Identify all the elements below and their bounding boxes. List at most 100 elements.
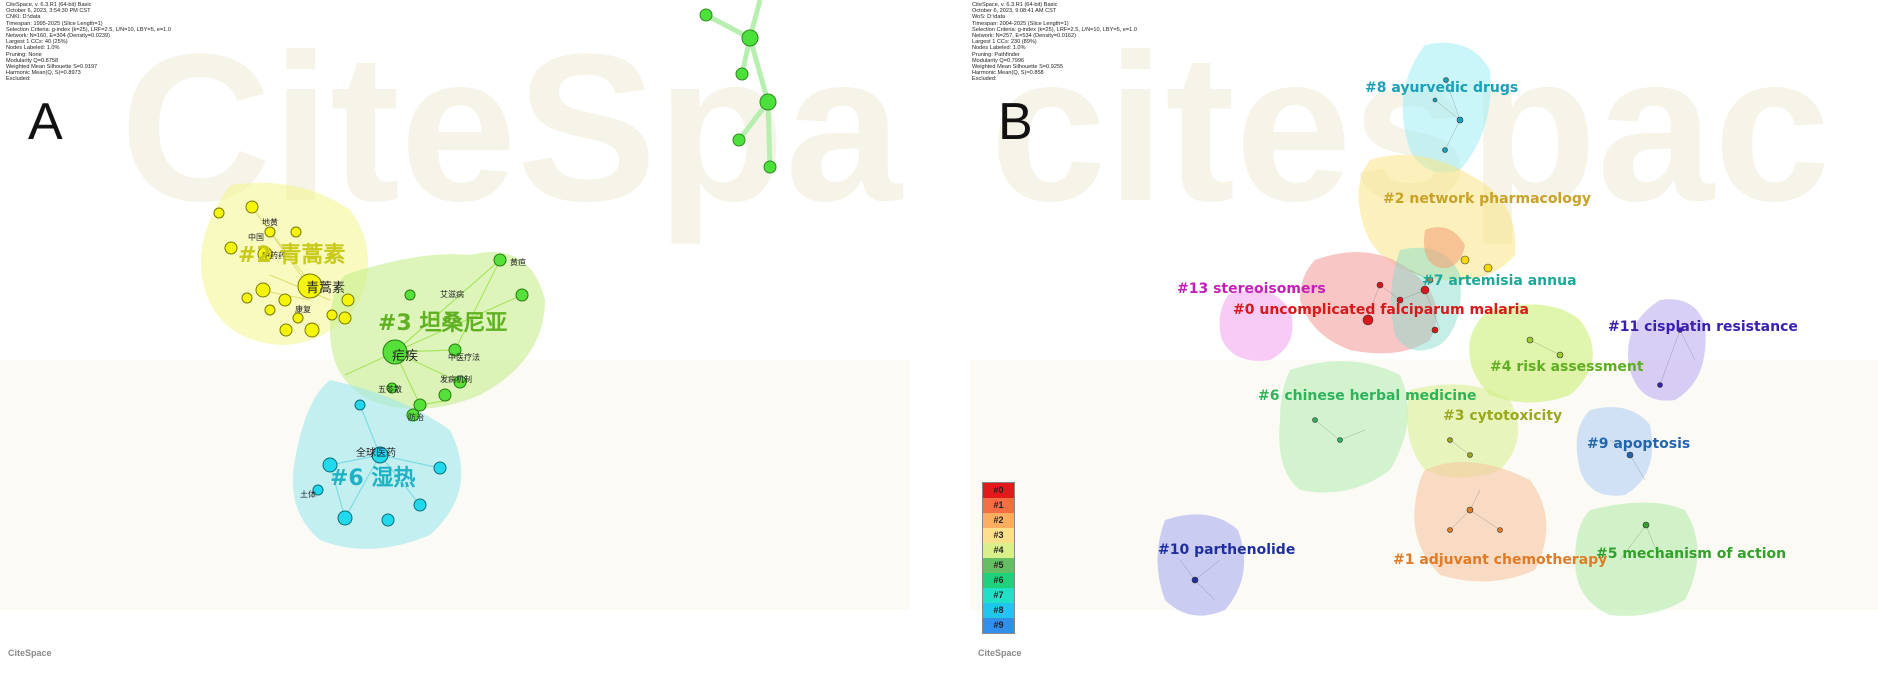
node-label: 全球医药 xyxy=(356,446,396,459)
graph-node xyxy=(257,246,273,262)
graph-node xyxy=(224,241,238,255)
node-label: 土体 xyxy=(300,489,316,499)
graph-node xyxy=(1337,437,1343,443)
graph-node xyxy=(413,498,427,512)
graph-node xyxy=(413,398,427,412)
graph-node xyxy=(381,513,395,527)
extra-cluster-nodes xyxy=(699,8,777,174)
panel-a-network: CiteSpac xyxy=(0,0,910,610)
graph-node xyxy=(1556,351,1564,359)
cluster-label-2: #2 network pharmacology xyxy=(1383,191,1591,207)
graph-node xyxy=(515,288,529,302)
graph-node xyxy=(448,343,462,357)
node-label: 中医疗法 xyxy=(448,352,480,362)
panel-a: CiteSpac xyxy=(0,0,910,683)
node-label: 中药药 xyxy=(262,250,286,260)
cluster-hull-0 xyxy=(1300,252,1437,354)
graph-node xyxy=(1626,451,1634,459)
graph-node xyxy=(1483,263,1493,273)
legend-item: #9 xyxy=(983,618,1014,633)
graph-node xyxy=(304,322,320,338)
cluster-labels: #8 ayurvedic drugs #2 network pharmacolo… xyxy=(1158,80,1798,568)
cluster-hull-6 xyxy=(1279,361,1408,493)
cluster-label-2: #2 青蒿素 xyxy=(238,242,345,268)
cluster-2-nodes xyxy=(213,200,355,338)
graph-node xyxy=(763,160,777,174)
cluster-label-7: #7 artemisia annua xyxy=(1422,273,1577,289)
graph-node xyxy=(278,293,292,307)
cluster-color-legend: #0 #1 #2 #3 #4 #5 #6 #7 #8 #9 xyxy=(982,482,1015,634)
legend-item: #7 xyxy=(983,588,1014,603)
graph-node xyxy=(255,282,271,298)
graph-node xyxy=(1420,285,1430,295)
graph-node xyxy=(453,375,467,389)
legend-item: #5 xyxy=(983,558,1014,573)
graph-node xyxy=(1642,521,1650,529)
cluster-hull-5 xyxy=(1575,502,1698,616)
graph-node xyxy=(290,226,302,238)
cluster-hull-4 xyxy=(1469,304,1593,403)
metadata-text: CiteSpace, v. 6.3.R1 (64-bit) Basic Octo… xyxy=(972,2,1137,83)
graph-node xyxy=(264,226,276,238)
cluster-hull-2 xyxy=(1358,155,1516,281)
cluster-hull-13 xyxy=(1219,290,1293,361)
node-label: 疟疾 xyxy=(392,349,418,364)
cluster-label-6: #6 chinese herbal medicine xyxy=(1258,388,1477,404)
legend-item: #3 xyxy=(983,528,1014,543)
graph-node xyxy=(371,446,389,464)
graph-node xyxy=(245,200,259,214)
cluster-hull-7 xyxy=(1391,247,1461,351)
graph-node xyxy=(1312,417,1318,423)
graph-node xyxy=(1376,281,1384,289)
cluster-hull-10 xyxy=(1157,514,1245,616)
node-label: 地黄 xyxy=(262,217,278,227)
graph-node xyxy=(264,304,276,316)
graph-node xyxy=(735,67,749,81)
cluster-3-nodes xyxy=(382,253,529,422)
panel-b-network: citespac xyxy=(970,10,1878,616)
graph-node xyxy=(404,289,416,301)
graph-node xyxy=(759,93,777,111)
legend-item: #6 xyxy=(983,573,1014,588)
cluster-hull-9 xyxy=(1576,407,1653,496)
graph-node xyxy=(1432,97,1438,103)
node-label: 青蒿素 xyxy=(306,281,345,296)
panel-b: citespac xyxy=(970,0,1878,683)
cluster-label-3: #3 坦桑尼亚 xyxy=(378,311,507,336)
node-label: 康复 xyxy=(295,304,311,314)
legend-item: #8 xyxy=(983,603,1014,618)
cluster-edges xyxy=(1179,79,1696,601)
graph-node xyxy=(1447,437,1453,443)
cluster-label-5: #5 mechanism of action xyxy=(1596,546,1786,562)
legend-item: #2 xyxy=(983,513,1014,528)
cluster-label-11: #11 cisplatin resistance xyxy=(1608,319,1798,335)
graph-node xyxy=(292,312,304,324)
graph-node xyxy=(337,510,353,526)
graph-node xyxy=(279,323,293,337)
node-labels: 中国 青蒿素 中药药 康复 地黄 疟疾 艾滋病 五苓散 全球医药 发病机制 中医… xyxy=(248,217,526,499)
graph-node xyxy=(1497,527,1503,533)
cluster-label-9: #9 apoptosis xyxy=(1587,436,1690,452)
graph-node xyxy=(354,399,366,411)
graph-node xyxy=(382,339,408,365)
node-label: 艾滋病 xyxy=(440,289,464,299)
graph-node xyxy=(386,382,398,394)
cluster-hull-1 xyxy=(1414,462,1547,582)
legend-item: #0 xyxy=(983,483,1014,498)
graph-node xyxy=(1191,576,1199,584)
cluster-label-13: #13 stereoisomers xyxy=(1177,281,1326,297)
graph-node xyxy=(326,309,338,321)
citespace-logo: CiteSpace xyxy=(8,648,52,658)
cluster-label-3: #3 cytotoxicity xyxy=(1443,408,1562,424)
cluster-label-6: #6 湿热 xyxy=(330,465,415,491)
graph-node xyxy=(433,461,447,475)
graph-node xyxy=(322,457,338,473)
graph-node xyxy=(241,292,253,304)
cluster-label-1: #1 adjuvant chemotherapy xyxy=(1393,552,1607,568)
graph-node xyxy=(1467,452,1473,458)
graph-node xyxy=(1466,506,1474,514)
graph-node xyxy=(1460,255,1470,265)
graph-node xyxy=(1526,336,1534,344)
cluster-label-8: #8 ayurvedic drugs xyxy=(1365,80,1518,96)
